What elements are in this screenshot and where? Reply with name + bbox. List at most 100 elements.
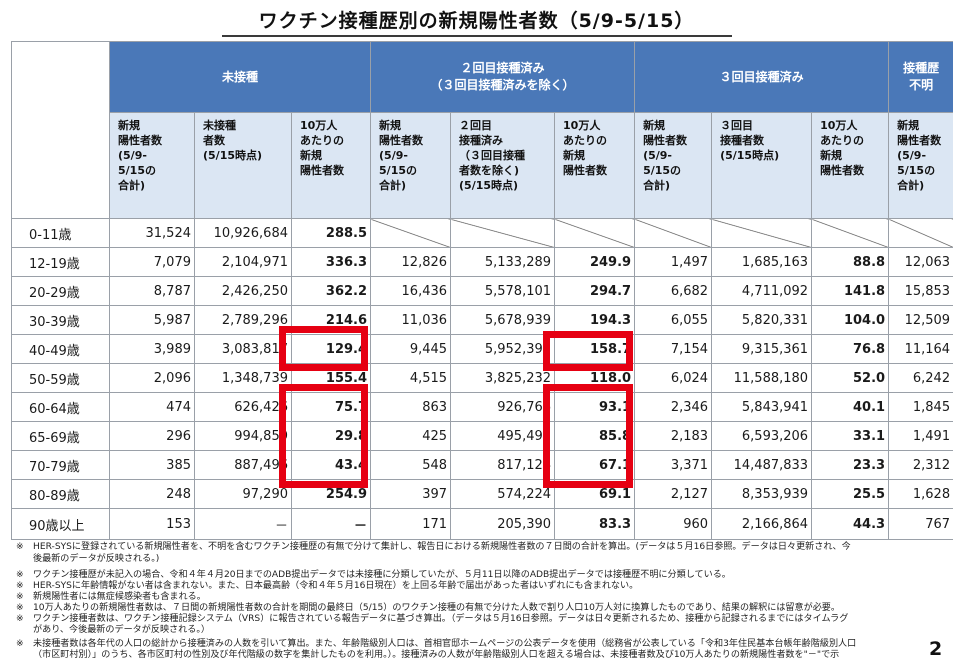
dose3-population-cell: [711, 218, 813, 248]
age-cell: 65-69歳: [11, 421, 110, 451]
dose3-population-cell: 2,166,864: [711, 508, 813, 540]
dose3-rate-cell: 104.0: [811, 305, 890, 335]
group-unvaccinated: 未接種: [108, 41, 372, 113]
dose3-population-cell: 1,685,163: [711, 247, 813, 277]
page-title: ワクチン接種歴別の新規陽性者数（5/9-5/15）: [258, 10, 695, 32]
unknown-cases-cell: 767: [888, 508, 953, 540]
table-row: 60-64歳 474 626,426 75.7 863 926,766 93.1 2,346 5…: [11, 392, 953, 422]
age-cell: 40-49歳: [11, 334, 110, 364]
col-dose3-population: ３回目 接種者数 (5/15時点): [711, 112, 813, 219]
dose3-rate-cell: 88.8: [811, 247, 890, 277]
footnote-mark: ※: [16, 542, 24, 552]
highlight-box: [279, 326, 368, 371]
dose2-population-cell: 5,678,939: [450, 305, 556, 335]
dose3-rate-cell: 76.8: [811, 334, 890, 364]
unvaccinated-rate-cell: 29.8: [290, 421, 372, 451]
highlight-box: [279, 384, 368, 488]
dose2-cases-cell: 397: [370, 479, 452, 509]
age-cell: 0-11歳: [11, 218, 110, 248]
dose2-cases-cell: [370, 218, 452, 248]
unvaccinated-cases-cell: 31,524: [109, 218, 195, 248]
footnote-text: 新規陽性者には無症候感染者も含まれる。: [33, 592, 206, 602]
dose3-cases-cell: 7,154: [634, 334, 713, 364]
footnote-mark: ※: [16, 639, 24, 649]
unknown-cases-cell: 12,509: [888, 305, 953, 335]
unvaccinated-population-cell: 626,426: [194, 392, 292, 422]
dose2-rate-cell: 93.1: [554, 392, 636, 422]
dose2-cases-cell: 425: [370, 421, 452, 451]
unvaccinated-rate-cell: 288.5: [290, 218, 372, 248]
dose2-rate-cell: 85.8: [554, 421, 636, 451]
dose3-cases-cell: 2,183: [634, 421, 713, 451]
unvaccinated-cases-cell: 7,079: [109, 247, 195, 277]
dose2-cases-cell: 11,036: [370, 305, 452, 335]
dose2-cases-cell: 4,515: [370, 363, 452, 393]
unvaccinated-rate-cell: 43.4: [290, 450, 372, 480]
dose3-cases-cell: [634, 218, 713, 248]
dose2-population-cell: 3,825,232: [450, 363, 556, 393]
table-row: 80-89歳 248 97,290 254.9 397 574,224 69.1 2,127 8…: [11, 479, 953, 509]
unvaccinated-cases-cell: 2,096: [109, 363, 195, 393]
unvaccinated-population-cell: 3,083,817: [194, 334, 292, 364]
unvaccinated-population-cell: 994,859: [194, 421, 292, 451]
footnote-text: HER-SYSに登録されている新規陽性者を、不明を含むワクチン接種歴の有無で分け…: [33, 542, 851, 552]
footnote-text: 後最新のデータが反映される。): [33, 554, 160, 564]
dose3-rate-cell: 52.0: [811, 363, 890, 393]
unvaccinated-population-cell: 2,426,250: [194, 276, 292, 306]
dose3-rate-cell: 44.3: [811, 508, 890, 540]
group-two-doses: ２回目接種済み （３回目接種済みを除く）: [370, 41, 636, 113]
dose3-cases-cell: 960: [634, 508, 713, 540]
col-unvaccinated-population: 未接種 者数 (5/15時点): [194, 112, 292, 219]
table-row: 20-29歳 8,787 2,426,250 362.2 16,436 5,578,101…: [11, 276, 953, 306]
dose2-rate-cell: [554, 218, 636, 248]
age-cell: 70-79歳: [11, 450, 110, 480]
dose2-population-cell: 495,491: [450, 421, 556, 451]
title-underline: [222, 35, 732, 37]
table-row: 12-19歳 7,079 2,104,971 336.3 12,826 5,133,289…: [11, 247, 953, 277]
unvaccinated-cases-cell: 5,987: [109, 305, 195, 335]
dose2-rate-cell: 294.7: [554, 276, 636, 306]
unvaccinated-rate-cell: 75.7: [290, 392, 372, 422]
group-three-doses: ３回目接種済み: [634, 41, 890, 113]
footnote-mark: ※: [16, 570, 24, 580]
table-row: 65-69歳 296 994,859 29.8 425 495,491 85.8 2,183 6…: [11, 421, 953, 451]
dose2-cases-cell: 863: [370, 392, 452, 422]
footnote-mark: ※: [16, 614, 24, 624]
dose2-cases-cell: 12,826: [370, 247, 452, 277]
unvaccinated-population-cell: 887,496: [194, 450, 292, 480]
dose3-population-cell: 14,487,833: [711, 450, 813, 480]
dose2-rate-cell: 249.9: [554, 247, 636, 277]
unvaccinated-cases-cell: 3,989: [109, 334, 195, 364]
table-body: 0-11歳 31,524 10,926,684 288.5 12-19歳 7,079 2,1…: [11, 218, 953, 540]
unknown-cases-cell: [888, 218, 953, 248]
dose3-cases-cell: 6,055: [634, 305, 713, 335]
table-row: 30-39歳 5,987 2,789,296 214.6 11,036 5,678,939…: [11, 305, 953, 335]
unvaccinated-cases-cell: 248: [109, 479, 195, 509]
table-row: 70-79歳 385 887,496 43.4 548 817,124 67.1 3,371 1…: [11, 450, 953, 480]
unvaccinated-population-cell: 1,348,739: [194, 363, 292, 393]
footnote-mark: ※: [16, 592, 24, 602]
unknown-cases-cell: 11,164: [888, 334, 953, 364]
age-cell: 12-19歳: [11, 247, 110, 277]
col-dose2-population: ２回目 接種済み （３回目接種 者数を除く) (5/15時点): [450, 112, 556, 219]
dose3-cases-cell: 2,127: [634, 479, 713, 509]
unvaccinated-cases-cell: 153: [109, 508, 195, 540]
dose2-population-cell: 574,224: [450, 479, 556, 509]
group-unknown: 接種歴 不明: [888, 41, 953, 113]
dose2-population-cell: 817,124: [450, 450, 556, 480]
table-row: 50-59歳 2,096 1,348,739 155.4 4,515 3,825,232 1…: [11, 363, 953, 393]
dose3-population-cell: 11,588,180: [711, 363, 813, 393]
unvaccinated-rate-cell: 362.2: [290, 276, 372, 306]
unknown-cases-cell: 2,312: [888, 450, 953, 480]
unknown-cases-cell: 6,242: [888, 363, 953, 393]
dose3-rate-cell: 40.1: [811, 392, 890, 422]
dose3-population-cell: 9,315,361: [711, 334, 813, 364]
dose2-population-cell: 926,766: [450, 392, 556, 422]
dose3-rate-cell: 25.5: [811, 479, 890, 509]
age-cell: 60-64歳: [11, 392, 110, 422]
age-cell: 30-39歳: [11, 305, 110, 335]
dose2-population-cell: 5,578,101: [450, 276, 556, 306]
dose3-population-cell: 6,593,206: [711, 421, 813, 451]
unvaccinated-rate-cell: 336.3: [290, 247, 372, 277]
dose2-population-cell: 5,133,289: [450, 247, 556, 277]
